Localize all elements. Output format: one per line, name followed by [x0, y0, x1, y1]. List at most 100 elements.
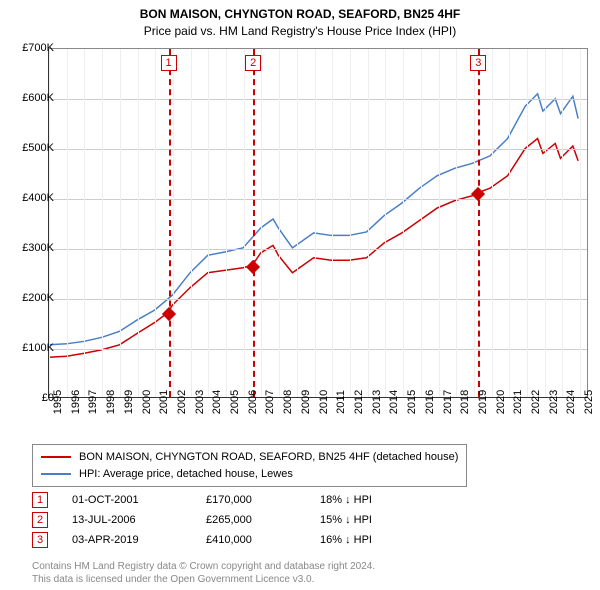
legend-swatch-hpi: [41, 473, 71, 475]
x-tick-label: 2010: [318, 390, 330, 414]
event-row-price: £170,000: [206, 494, 296, 506]
series-hpi: [49, 94, 578, 345]
event-vline: [478, 49, 480, 397]
gridline-v: [350, 49, 351, 397]
x-tick-label: 1997: [87, 390, 99, 414]
gridline-h: [49, 299, 587, 300]
x-tick-label: 2019: [477, 390, 489, 414]
x-tick-label: 2012: [353, 390, 365, 414]
x-tick-label: 2024: [565, 390, 577, 414]
gridline-h: [49, 99, 587, 100]
x-tick-label: 2025: [583, 390, 595, 414]
gridline-h: [49, 349, 587, 350]
title-line2: Price paid vs. HM Land Registry's House …: [0, 23, 600, 40]
gridline-v: [173, 49, 174, 397]
event-row-num: 2: [32, 512, 48, 528]
event-row: 213-JUL-2006£265,00015% ↓ HPI: [32, 512, 372, 528]
x-tick-label: 2009: [300, 390, 312, 414]
x-tick-label: 2022: [530, 390, 542, 414]
gridline-v: [208, 49, 209, 397]
gridline-v: [403, 49, 404, 397]
y-tick-label: £300K: [22, 242, 54, 254]
event-row-date: 01-OCT-2001: [72, 494, 182, 506]
event-row-diff: 16% ↓ HPI: [320, 534, 372, 546]
y-tick-label: £500K: [22, 142, 54, 154]
chart-lines-svg: [49, 49, 587, 397]
gridline-v: [385, 49, 386, 397]
gridline-v: [138, 49, 139, 397]
gridline-v: [474, 49, 475, 397]
gridline-v: [492, 49, 493, 397]
event-row-price: £410,000: [206, 534, 296, 546]
gridline-v: [332, 49, 333, 397]
title-line1: BON MAISON, CHYNGTON ROAD, SEAFORD, BN25…: [0, 6, 600, 23]
gridline-v: [527, 49, 528, 397]
event-row: 1 01-OCT-2001 £170,000 18% ↓ HPI: [32, 492, 372, 508]
gridline-v: [102, 49, 103, 397]
event-vline: [253, 49, 255, 397]
gridline-v: [120, 49, 121, 397]
gridline-v: [545, 49, 546, 397]
legend-swatch-property: [41, 456, 71, 458]
event-row: 303-APR-2019£410,00016% ↓ HPI: [32, 532, 372, 548]
gridline-v: [315, 49, 316, 397]
chart-plot-area: 1 2 3: [48, 48, 588, 398]
event-row-diff: 18% ↓ HPI: [320, 494, 372, 506]
x-tick-label: 2003: [194, 390, 206, 414]
event-row-date: 03-APR-2019: [72, 534, 182, 546]
y-tick-label: £200K: [22, 292, 54, 304]
x-tick-label: 1999: [123, 390, 135, 414]
x-tick-label: 2014: [388, 390, 400, 414]
event-marker-box: 3: [470, 55, 486, 71]
gridline-v: [421, 49, 422, 397]
x-tick-label: 1995: [52, 390, 64, 414]
gridline-v: [368, 49, 369, 397]
x-tick-label: 2004: [211, 390, 223, 414]
gridline-v: [84, 49, 85, 397]
x-tick-label: 2006: [247, 390, 259, 414]
gridline-v: [439, 49, 440, 397]
x-tick-label: 2023: [548, 390, 560, 414]
gridline-v: [456, 49, 457, 397]
events-table: 1 01-OCT-2001 £170,000 18% ↓ HPI 2 13-JUL-200…: [32, 492, 372, 552]
event-marker-box: 1: [161, 55, 177, 71]
x-tick-label: 2015: [406, 390, 418, 414]
x-tick-label: 2008: [282, 390, 294, 414]
x-tick-label: 2002: [176, 390, 188, 414]
x-tick-label: 2000: [141, 390, 153, 414]
legend-row-hpi: HPI: Average price, detached house, Lewe…: [41, 466, 458, 483]
event-vline: [169, 49, 171, 397]
y-tick-label: £100K: [22, 342, 54, 354]
gridline-h: [49, 149, 587, 150]
x-tick-label: 2005: [229, 390, 241, 414]
y-tick-label: £600K: [22, 92, 54, 104]
gridline-v: [562, 49, 563, 397]
gridline-v: [297, 49, 298, 397]
gridline-v: [279, 49, 280, 397]
y-tick-label: £700K: [22, 42, 54, 54]
event-marker-box: 2: [245, 55, 261, 71]
x-tick-label: 1996: [70, 390, 82, 414]
y-tick-label: £400K: [22, 192, 54, 204]
event-row-num: 1: [32, 492, 48, 508]
x-tick-label: 2011: [335, 390, 347, 414]
footer-line2: This data is licensed under the Open Gov…: [32, 573, 375, 586]
x-tick-label: 2020: [495, 390, 507, 414]
x-tick-label: 2017: [442, 390, 454, 414]
gridline-v: [580, 49, 581, 397]
x-tick-label: 2001: [158, 390, 170, 414]
event-row-date: 13-JUL-2006: [72, 514, 182, 526]
gridline-h: [49, 249, 587, 250]
legend-label-property: BON MAISON, CHYNGTON ROAD, SEAFORD, BN25…: [79, 449, 458, 466]
x-tick-label: 2016: [424, 390, 436, 414]
gridline-v: [261, 49, 262, 397]
x-tick-label: 1998: [105, 390, 117, 414]
gridline-v: [244, 49, 245, 397]
x-tick-label: 2013: [371, 390, 383, 414]
event-row-diff: 15% ↓ HPI: [320, 514, 372, 526]
gridline-v: [155, 49, 156, 397]
x-tick-label: 2007: [264, 390, 276, 414]
x-tick-label: 2021: [512, 390, 524, 414]
legend-box: BON MAISON, CHYNGTON ROAD, SEAFORD, BN25…: [32, 444, 467, 487]
footer-attribution: Contains HM Land Registry data © Crown c…: [32, 560, 375, 586]
